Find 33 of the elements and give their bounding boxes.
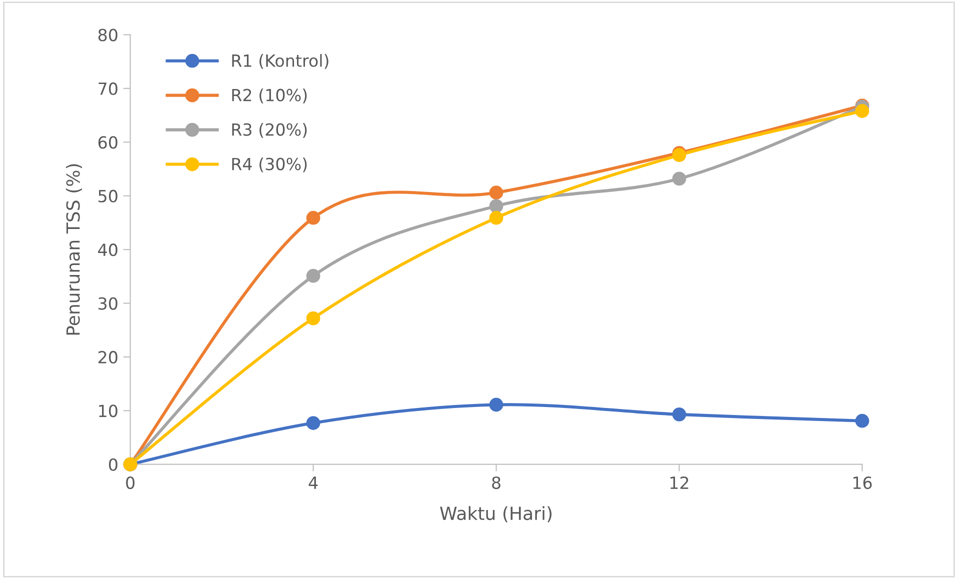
x-tick-label: 12 <box>670 476 688 489</box>
x-tick-label: 8 <box>492 476 500 490</box>
x-tick-label: 0 <box>126 476 134 490</box>
y-tick-label: 60 <box>98 136 118 149</box>
point <box>672 172 686 186</box>
point <box>306 268 320 283</box>
point <box>306 416 320 430</box>
legend-label: R1 (Kontrol) <box>232 54 328 69</box>
y-tick-label: 50 <box>98 190 118 202</box>
point <box>489 398 504 412</box>
y-tick-label: 80 <box>98 28 118 42</box>
point <box>672 148 686 162</box>
point <box>855 104 870 118</box>
point <box>489 199 504 213</box>
y-axis-title: Penurunan TSS (%) <box>66 164 82 335</box>
y-tick-label: 20 <box>98 350 118 364</box>
x-tick-label: 16 <box>853 476 872 490</box>
x-axis-title: Waktu (Hari) <box>440 506 552 522</box>
legend-label: R2 (10%) <box>232 88 307 104</box>
point <box>672 407 686 422</box>
y-tick-label: 10 <box>99 404 118 418</box>
point <box>489 186 504 200</box>
x-tick-label: 4 <box>308 476 318 489</box>
point <box>855 414 870 428</box>
y-tick-label: 40 <box>98 244 118 256</box>
point <box>489 210 504 225</box>
legend-label: R4 (30%) <box>232 157 307 172</box>
legend-label: R3 (20%) <box>232 122 307 138</box>
y-tick-label: 0 <box>108 458 118 471</box>
y-tick-label: 70 <box>98 82 118 96</box>
y-tick-label: 30 <box>98 297 118 310</box>
point <box>306 210 320 225</box>
point <box>306 311 320 326</box>
